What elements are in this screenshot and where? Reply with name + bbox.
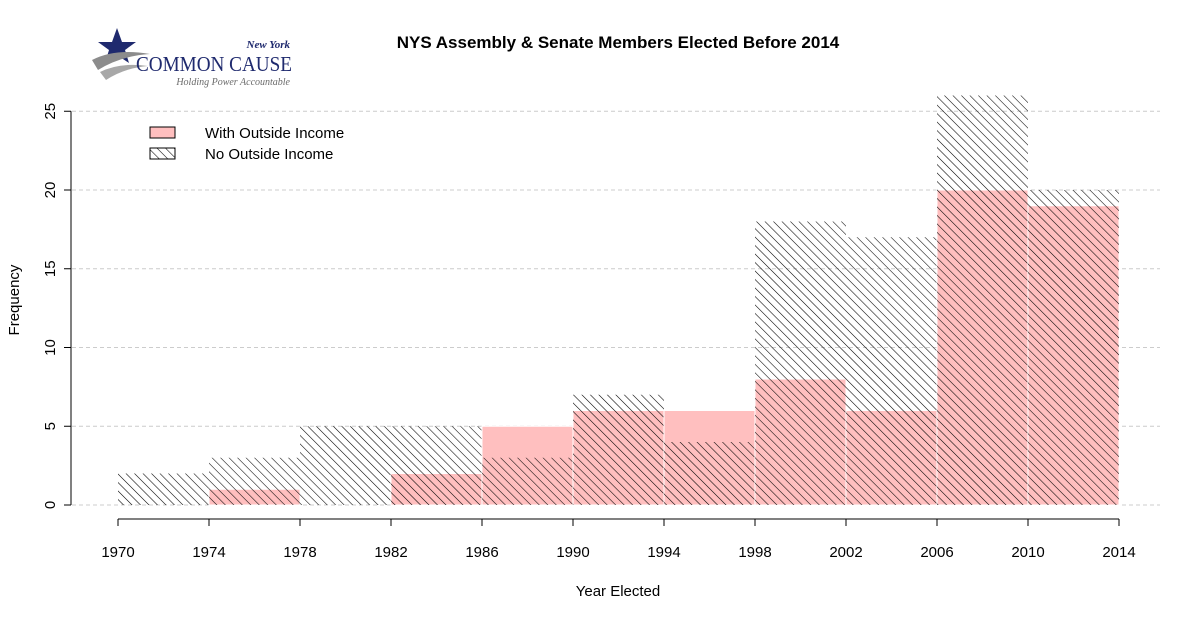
x-tick-label-1990: 1990 bbox=[556, 544, 589, 561]
x-tick-label-1982: 1982 bbox=[374, 544, 407, 561]
y-tick-label-10: 10 bbox=[42, 339, 59, 356]
bar-no-income-1978 bbox=[300, 426, 391, 505]
x-tick-label-1978: 1978 bbox=[283, 544, 316, 561]
bars bbox=[118, 95, 1120, 506]
bar-no-income-1994 bbox=[664, 442, 755, 505]
logo-common-cause: COMMON CAUSE bbox=[136, 52, 292, 76]
y-tick-label-25: 25 bbox=[42, 103, 59, 120]
x-tick-label-1994: 1994 bbox=[647, 544, 680, 561]
x-tick-label-1970: 1970 bbox=[101, 544, 134, 561]
common-cause-logo: New York COMMON CAUSE Holding Power Acco… bbox=[92, 28, 292, 88]
bar-no-income-1990 bbox=[573, 394, 664, 505]
x-tick-label-2014: 2014 bbox=[1102, 544, 1135, 561]
y-axis-label: Frequency bbox=[6, 264, 23, 335]
bar-no-income-1970 bbox=[118, 473, 209, 505]
legend: With Outside Income No Outside Income bbox=[149, 125, 344, 163]
legend-swatch-no-income bbox=[149, 147, 176, 160]
y-tick-label-5: 5 bbox=[42, 422, 59, 430]
x-tick-label-1986: 1986 bbox=[465, 544, 498, 561]
y-tick-label-0: 0 bbox=[42, 501, 59, 509]
logo-tagline: Holding Power Accountable bbox=[175, 77, 290, 88]
x-axis-label: Year Elected bbox=[576, 583, 661, 600]
logo-new-york: New York bbox=[246, 39, 291, 51]
chart-title: NYS Assembly & Senate Members Elected Be… bbox=[397, 33, 840, 52]
legend-label-with-income: With Outside Income bbox=[205, 125, 344, 142]
legend-label-no-income: No Outside Income bbox=[205, 146, 333, 163]
bar-no-income-1986 bbox=[482, 457, 573, 505]
bar-no-income-1974 bbox=[209, 457, 300, 505]
bar-no-income-2006 bbox=[937, 95, 1028, 505]
bar-no-income-1998 bbox=[755, 221, 846, 505]
axes: 1970 1974 1978 1982 1986 1990 1994 1998 2002 2006… bbox=[42, 103, 1136, 561]
bar-no-income-1982 bbox=[391, 426, 482, 505]
x-tick-label-1974: 1974 bbox=[192, 544, 225, 561]
x-tick-label-1998: 1998 bbox=[738, 544, 771, 561]
y-tick-label-15: 15 bbox=[42, 260, 59, 277]
y-tick-label-20: 20 bbox=[42, 182, 59, 199]
x-tick-label-2002: 2002 bbox=[829, 544, 862, 561]
swoosh-icon bbox=[92, 52, 150, 70]
bar-no-income-2002 bbox=[846, 237, 937, 505]
x-tick-label-2010: 2010 bbox=[1011, 544, 1044, 561]
legend-swatch-with-income bbox=[149, 126, 176, 139]
x-tick-label-2006: 2006 bbox=[920, 544, 953, 561]
bar-no-income-2010 bbox=[1028, 190, 1119, 505]
star-icon bbox=[98, 28, 136, 63]
swoosh-icon-lower bbox=[100, 64, 148, 80]
